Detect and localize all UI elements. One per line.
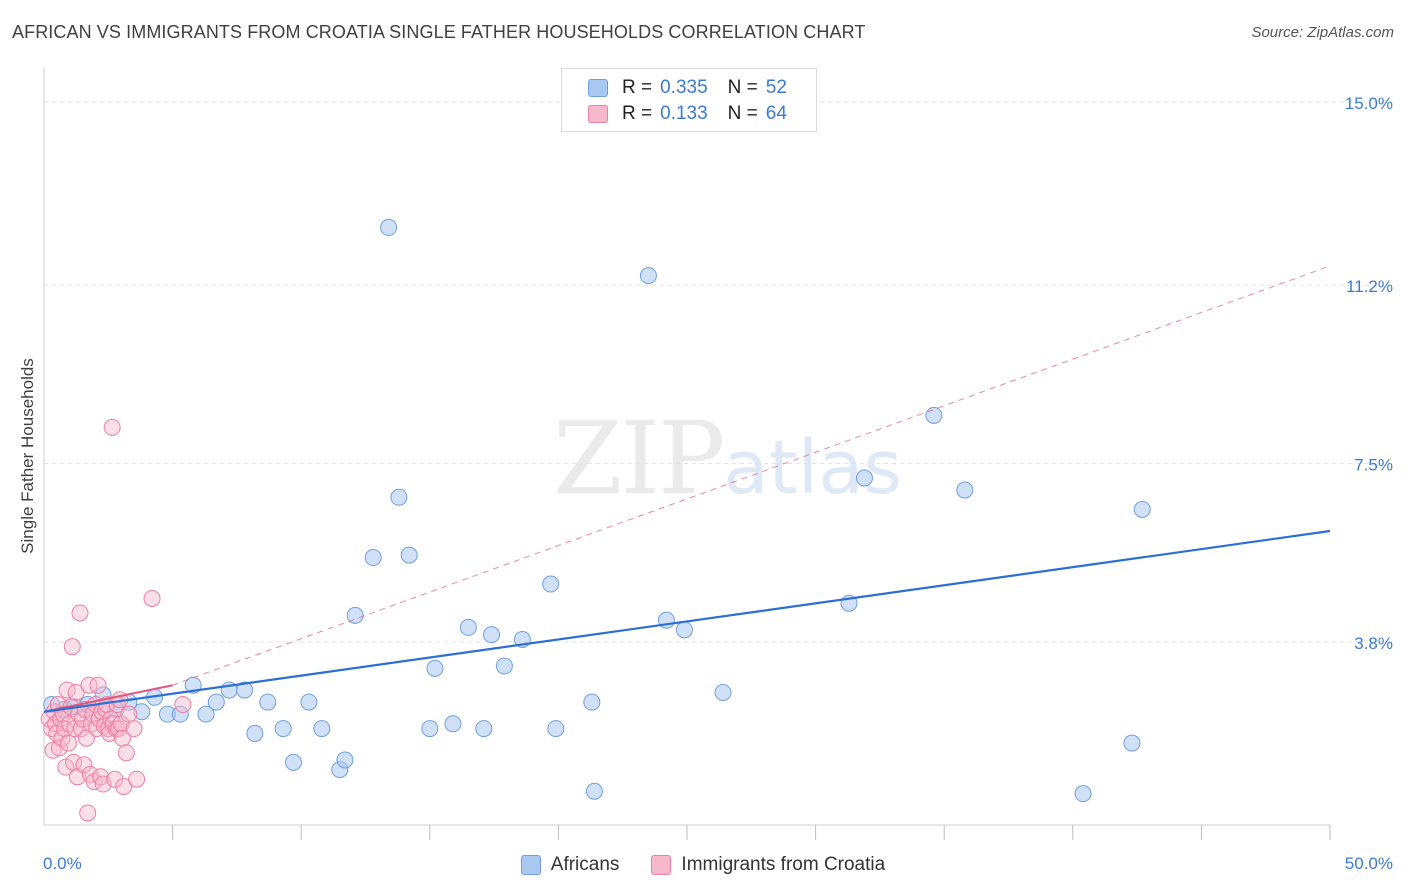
croatia-point	[110, 720, 128, 738]
africans-point	[1123, 734, 1141, 752]
croatia-point	[75, 756, 93, 774]
africans-point	[300, 693, 318, 711]
africans-point	[855, 469, 873, 487]
croatia-point	[117, 744, 135, 762]
r-value: 0.335	[660, 77, 708, 98]
croatia-point	[67, 683, 85, 701]
r-label: R =	[622, 77, 653, 98]
y-tick-label: 7.5%	[1354, 456, 1393, 475]
croatia-trend-extension	[172, 265, 1331, 686]
croatia-swatch	[588, 105, 608, 123]
africans-point	[390, 488, 408, 506]
africans-point	[426, 659, 444, 677]
africans-point	[459, 618, 477, 636]
croatia-point	[106, 770, 124, 788]
croatia-point	[63, 638, 81, 656]
croatia-point	[125, 720, 143, 738]
croatia-point	[79, 804, 97, 822]
africans-point	[197, 705, 215, 723]
africans-point	[1133, 500, 1151, 518]
chart-title: AFRICAN VS IMMIGRANTS FROM CROATIA SINGL…	[12, 22, 866, 42]
africans-point	[313, 720, 331, 738]
source-credit: Source: ZipAtlas.com	[1251, 24, 1394, 41]
croatia-point	[143, 589, 161, 607]
watermark-zip: ZIP	[553, 400, 725, 517]
africans-point	[925, 406, 943, 424]
stats-legend: R = 0.335 N = 52 R = 0.133 N = 64	[561, 68, 817, 132]
croatia-point	[120, 705, 138, 723]
africans-point	[421, 720, 439, 738]
croatia-point	[59, 734, 77, 752]
croatia-point	[50, 739, 68, 757]
watermark-atlas: atlas	[723, 425, 903, 511]
africans-point	[495, 657, 513, 675]
croatia-point	[128, 770, 146, 788]
n-label: N =	[727, 103, 758, 124]
n-value: 52	[765, 77, 787, 98]
africans-point	[336, 751, 354, 769]
africans-point	[236, 681, 254, 699]
africans-point	[364, 549, 382, 567]
africans-point	[444, 715, 462, 733]
africans-point	[475, 720, 493, 738]
legend-label-africans: Africans	[550, 854, 620, 875]
croatia-point	[103, 418, 121, 436]
africans-point	[483, 626, 501, 644]
y-tick-label: 15.0%	[1345, 94, 1393, 113]
stats-row-africans: R = 0.335 N = 52	[588, 76, 787, 100]
africans-point	[259, 693, 277, 711]
africans-point	[542, 575, 560, 593]
croatia-point	[74, 710, 92, 728]
africans-point	[380, 218, 398, 236]
y-tick-label: 3.8%	[1354, 634, 1393, 653]
africans-point	[1074, 785, 1092, 803]
africans-point	[400, 546, 418, 564]
r-value: 0.133	[660, 103, 708, 124]
x-tick-label: 50.0%	[1345, 854, 1393, 873]
croatia-trend-line	[43, 684, 173, 713]
africans-point	[585, 782, 603, 800]
africans-point	[246, 724, 264, 742]
y-tick-label: 11.2%	[1346, 277, 1393, 296]
n-value: 64	[765, 103, 787, 124]
legend-item-africans[interactable]: Africans	[520, 854, 620, 876]
croatia-point	[174, 696, 192, 714]
africans-point	[639, 267, 657, 285]
africans-swatch	[588, 79, 608, 97]
africans-point	[346, 606, 364, 624]
africans-point	[714, 683, 732, 701]
croatia-point	[52, 710, 70, 728]
n-label: N =	[727, 77, 758, 98]
africans-point	[284, 753, 302, 771]
africans-point	[133, 703, 151, 721]
croatia-point	[71, 604, 89, 622]
legend-label-croatia: Immigrants from Croatia	[681, 854, 886, 875]
africans-legend-swatch	[520, 855, 541, 875]
africans-point	[274, 720, 292, 738]
africans-point	[583, 693, 601, 711]
africans-trend-line	[43, 529, 1331, 713]
africans-point	[547, 720, 565, 738]
croatia-point	[115, 777, 133, 795]
africans-point	[171, 705, 189, 723]
croatia-point	[44, 741, 62, 759]
africans-point	[675, 621, 693, 639]
r-label: R =	[622, 103, 653, 124]
croatia-legend-swatch	[651, 855, 672, 875]
legend-item-croatia[interactable]: Immigrants from Croatia	[651, 854, 885, 876]
africans-point	[207, 693, 225, 711]
watermark: ZIPatlas	[553, 400, 902, 517]
stats-row-croatia: R = 0.133 N = 64	[588, 102, 787, 126]
x-tick-label: 0.0%	[43, 854, 82, 873]
africans-point	[956, 481, 974, 499]
croatia-point	[89, 676, 107, 694]
croatia-point	[80, 676, 98, 694]
series-legend: Africans Immigrants from Croatia	[0, 852, 1406, 878]
